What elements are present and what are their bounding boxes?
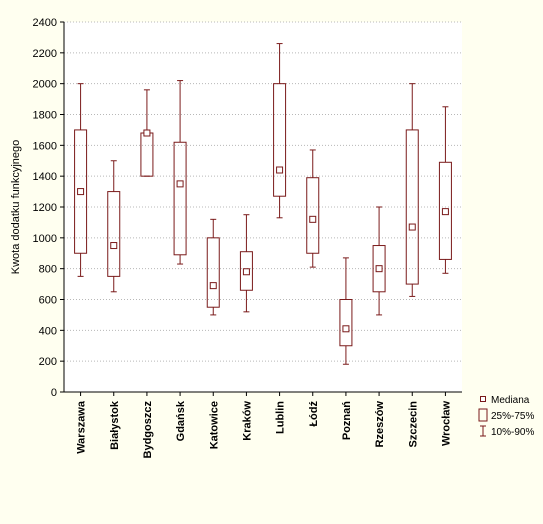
x-tick-label: Kraków <box>241 401 253 441</box>
x-tick-label: Wrocław <box>440 401 452 446</box>
y-tick-layer: 0 200 400 600 800 1000 1200 1400 1600 1800 2000 220… <box>33 17 64 399</box>
y-tick-label: 400 <box>39 325 57 337</box>
iqr-box <box>405 129 419 285</box>
iqr-box <box>339 299 353 347</box>
y-tick-label: 2400 <box>33 17 57 29</box>
iqr-box <box>372 245 386 293</box>
x-tick-label: Lublin <box>275 401 287 434</box>
median-marker <box>342 325 350 333</box>
y-tick-label: 2200 <box>33 48 57 60</box>
y-tick-label: 1800 <box>33 110 57 122</box>
iqr-box <box>74 129 88 254</box>
y-tick-label: 800 <box>39 264 57 276</box>
median-marker <box>242 268 250 276</box>
iqr-box <box>438 161 452 260</box>
grid-layer <box>64 21 462 362</box>
box-11 <box>405 83 419 297</box>
box-2 <box>107 160 121 293</box>
box-3 <box>140 89 154 177</box>
legend-label-whisker: 10%-90% <box>491 427 534 438</box>
median-marker <box>309 215 317 223</box>
iqr-box <box>273 83 287 197</box>
iqr-box <box>306 177 320 254</box>
legend-box-symbol <box>478 408 488 422</box>
iqr-box <box>239 251 253 291</box>
box-4 <box>173 80 187 265</box>
y-tick-label: 200 <box>39 356 57 368</box>
median-marker <box>276 166 284 174</box>
box-12 <box>438 106 452 274</box>
legend-label-box: 25%-75% <box>491 411 534 422</box>
y-axis-label: Kwota dodatku funkcyjnego <box>10 140 22 275</box>
x-tick-label: Szczecin <box>407 401 419 448</box>
legend-label-median: Mediana <box>491 395 530 406</box>
median-marker <box>143 129 151 137</box>
median-marker <box>110 242 118 250</box>
box-8 <box>306 149 320 268</box>
box-6 <box>239 214 253 313</box>
x-tick-label: Katowice <box>208 401 220 449</box>
box-layer <box>74 43 452 365</box>
box-9 <box>339 257 353 365</box>
iqr-box <box>107 191 121 277</box>
median-marker <box>77 188 85 196</box>
y-tick-label: 1200 <box>33 202 57 214</box>
y-tick-label: 2000 <box>33 79 57 91</box>
x-tick-layer: Warszawa Białystok Bydgoszcz Gdańsk Katowice… <box>76 392 452 459</box>
y-tick-label: 1400 <box>33 171 57 183</box>
median-marker <box>408 223 416 231</box>
legend-median-symbol <box>480 396 486 402</box>
median-marker <box>375 265 383 273</box>
box-7 <box>273 43 287 219</box>
y-tick-label: 600 <box>39 295 57 307</box>
median-marker <box>209 282 217 290</box>
median-marker <box>176 180 184 188</box>
x-tick-label: Warszawa <box>76 400 88 454</box>
x-tick-label: Rzeszów <box>374 401 386 448</box>
x-tick-label: Bydgoszcz <box>142 401 154 459</box>
x-tick-label: Poznań <box>341 401 353 440</box>
legend: Mediana 25%-75% 10%-90% <box>478 395 534 438</box>
box-10 <box>372 206 386 316</box>
box-1 <box>74 83 88 277</box>
x-tick-label: Białystok <box>109 400 121 450</box>
median-marker <box>441 208 449 216</box>
box-5 <box>206 218 220 316</box>
x-tick-label: Gdańsk <box>175 400 187 441</box>
y-tick-label: 1000 <box>33 233 57 245</box>
iqr-box <box>206 237 220 308</box>
y-tick-label: 1600 <box>33 140 57 152</box>
iqr-box <box>173 141 187 256</box>
x-tick-label: Łódź <box>308 401 320 427</box>
y-tick-label: 0 <box>51 387 57 399</box>
